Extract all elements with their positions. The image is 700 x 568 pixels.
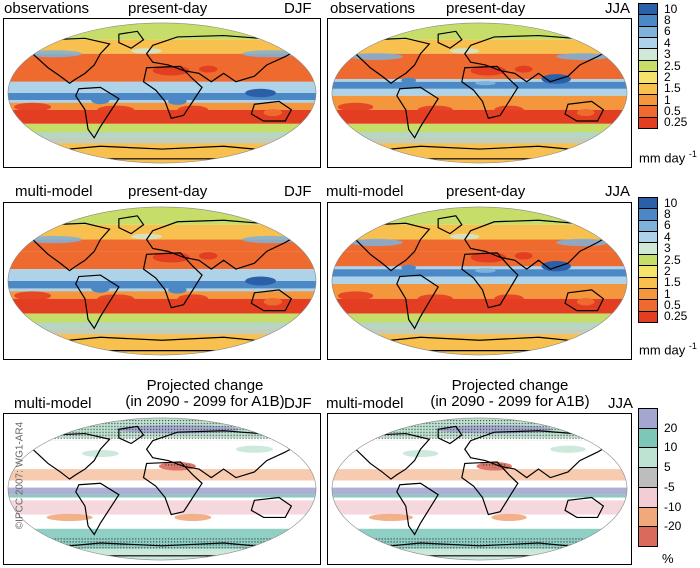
credit-text: ©IPCC 2007: WG1-AR4: [14, 421, 26, 530]
row3-left-season: DJF: [284, 395, 312, 412]
row2-right-period: present-day: [446, 183, 526, 200]
colorbar-swatch: [638, 447, 658, 469]
colorbar-tick-label: 10: [664, 195, 678, 210]
colorbar-swatch: [638, 408, 658, 429]
map-panel-observations-djf: [3, 18, 321, 168]
colorbar-tick-label: -20: [664, 519, 682, 534]
row3-left-source: multi-model: [14, 395, 92, 412]
row2-right-source: multi-model: [326, 183, 404, 200]
map-panel-change-jja: [327, 413, 632, 565]
row1-left-period: present-day: [128, 0, 208, 17]
colorbar-tick-label: 3: [664, 47, 671, 62]
colorbar-tick-label: 1: [664, 92, 671, 107]
map-panel-observations-jja: [327, 18, 632, 168]
colorbar-tick-label: 6: [664, 24, 671, 39]
colorbar-tick-label: 5: [664, 460, 671, 475]
colorbar-swatch: [638, 506, 658, 528]
row1-left-source: observations: [4, 0, 90, 17]
colorbar-tick-label: 4: [664, 229, 671, 244]
row1-right-season: JJA: [605, 0, 631, 17]
row3-right-source: multi-model: [326, 395, 404, 412]
row3-left-title: Projected change (in 2090 - 2099 for A1B): [125, 377, 285, 410]
colorbar-swatch: [638, 116, 658, 129]
row3-right-title: Projected change (in 2090 - 2099 for A1B): [430, 377, 590, 410]
colorbar-tick-label: 1.5: [664, 275, 681, 290]
colorbar-swatch: [638, 427, 658, 449]
change-unit: %: [662, 551, 674, 566]
row1-left-season: DJF: [284, 0, 312, 17]
colorbar-swatch: [638, 467, 658, 488]
row2-left-season: DJF: [284, 183, 312, 200]
colorbar-swatch: [638, 526, 658, 547]
row1-right-source: observations: [330, 0, 416, 17]
colorbar-tick-label: 20: [664, 420, 678, 435]
precip-colorbar-1: [638, 3, 658, 129]
change-colorbar: [638, 408, 658, 547]
colorbar-tick-label: 8: [664, 207, 671, 222]
colorbar-tick-label: 8: [664, 13, 671, 28]
colorbar-tick-label: -10: [664, 499, 682, 514]
colorbar-tick-label: 2.5: [664, 58, 681, 73]
colorbar-tick-label: 0.25: [664, 309, 688, 324]
map-panel-model-jja: [327, 202, 632, 360]
colorbar-tick-label: 0.5: [664, 297, 681, 312]
map-panel-model-djf: [3, 202, 321, 360]
precip-unit-2: mm day -1: [639, 341, 697, 358]
map-panel-change-djf: [3, 413, 321, 565]
row2-right-season: JJA: [605, 183, 631, 200]
colorbar-tick-label: 0.5: [664, 103, 681, 118]
precip-colorbar-2: [638, 197, 658, 323]
colorbar-tick-label: 0.25: [664, 115, 688, 130]
colorbar-tick-label: 10: [664, 440, 678, 455]
colorbar-tick-label: 6: [664, 218, 671, 233]
colorbar-swatch: [638, 310, 658, 323]
colorbar-tick-label: 3: [664, 241, 671, 256]
row2-left-period: present-day: [128, 183, 208, 200]
row3-right-season: JJA: [608, 395, 634, 412]
colorbar-tick-label: 1.5: [664, 81, 681, 96]
colorbar-tick-label: -5: [664, 479, 675, 494]
precip-unit-1: mm day -1: [639, 149, 697, 166]
row1-right-period: present-day: [446, 0, 526, 17]
colorbar-tick-label: 1: [664, 286, 671, 301]
row2-left-source: multi-model: [15, 183, 93, 200]
colorbar-tick-label: 2.5: [664, 252, 681, 267]
colorbar-tick-label: 2: [664, 69, 671, 84]
colorbar-swatch: [638, 486, 658, 508]
colorbar-tick-label: 2: [664, 263, 671, 278]
colorbar-tick-label: 10: [664, 1, 678, 16]
colorbar-tick-label: 4: [664, 35, 671, 50]
